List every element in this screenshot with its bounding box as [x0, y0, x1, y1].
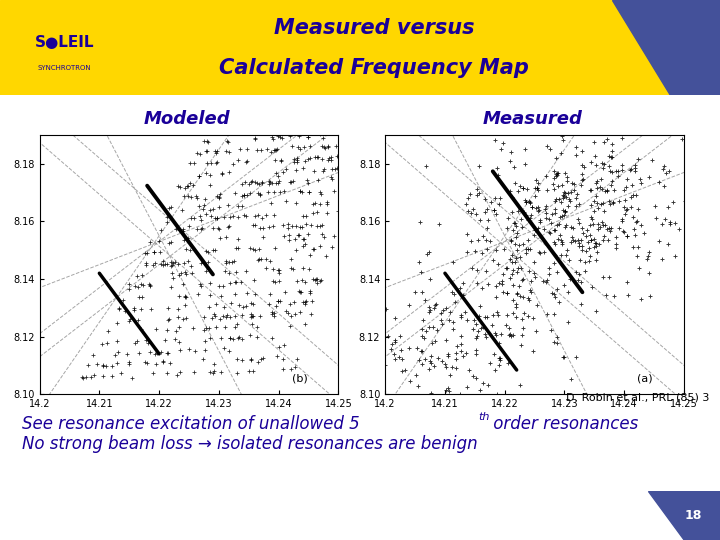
Text: order resonances: order resonances: [488, 415, 639, 433]
Text: Measured: Measured: [483, 110, 582, 128]
Text: 18: 18: [685, 509, 702, 522]
Text: S●LEIL: S●LEIL: [35, 35, 94, 50]
Text: th: th: [478, 412, 490, 422]
Text: D. Robin et al., PRL (85) 3: D. Robin et al., PRL (85) 3: [566, 392, 709, 402]
Text: FFAG Workshop, Grenoble, 2007: FFAG Workshop, Grenoble, 2007: [253, 509, 467, 522]
Text: Measured versus: Measured versus: [274, 18, 474, 38]
Text: (a): (a): [637, 374, 653, 384]
Text: No strong beam loss → isolated resonances are benign: No strong beam loss → isolated resonance…: [22, 435, 477, 453]
Polygon shape: [612, 0, 720, 94]
Text: SYNCHROTRON: SYNCHROTRON: [38, 65, 91, 71]
Polygon shape: [648, 491, 720, 540]
Text: Laurent S. Nadolski: Laurent S. Nadolski: [11, 509, 141, 522]
Text: Calculated Frequency Map: Calculated Frequency Map: [220, 58, 529, 78]
Text: Modeled: Modeled: [144, 110, 230, 128]
Text: See resonance excitation of unallowed 5: See resonance excitation of unallowed 5: [22, 415, 359, 433]
Text: (b): (b): [292, 374, 307, 384]
